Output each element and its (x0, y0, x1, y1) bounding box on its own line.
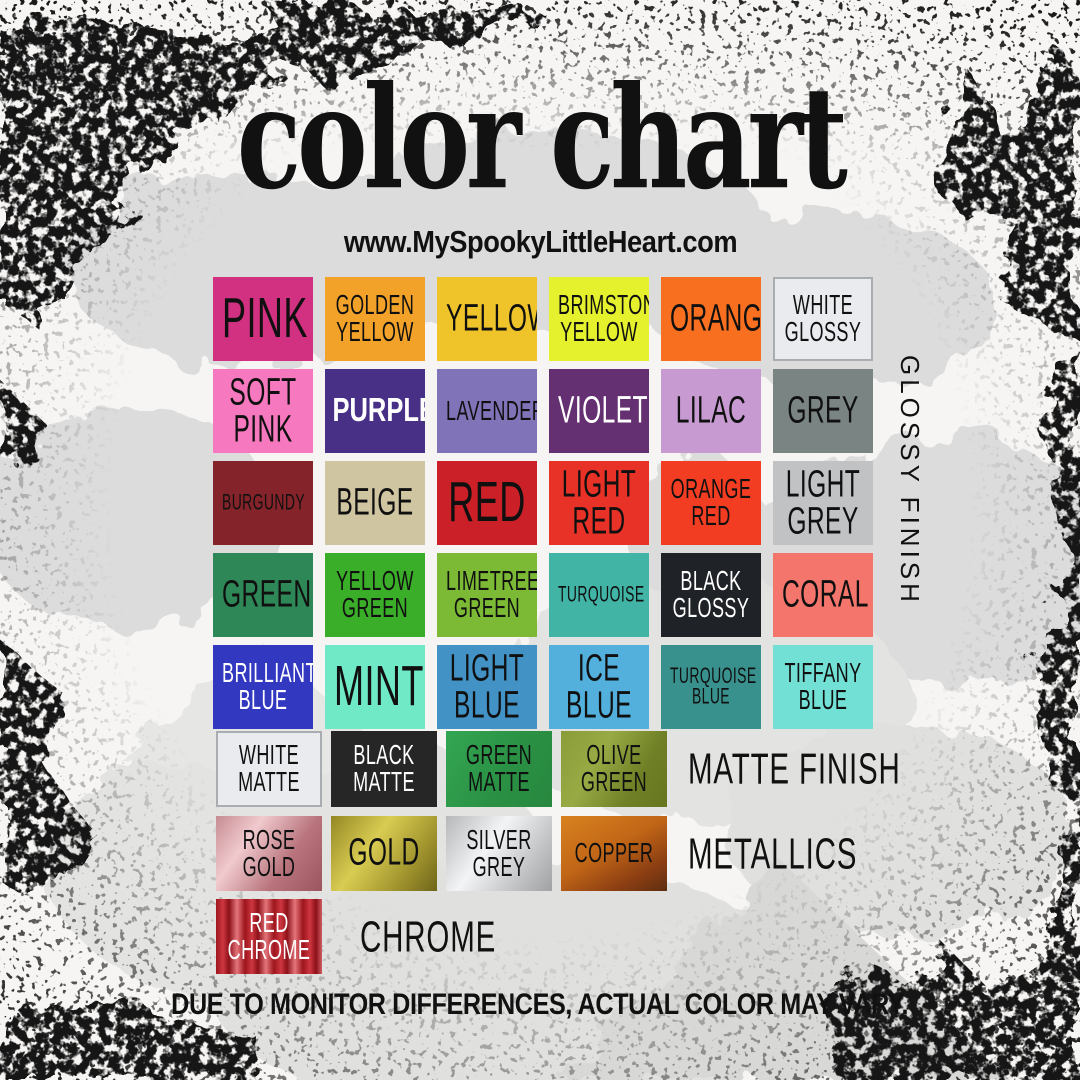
swatch-yellow-green: YELLOW GREEN (325, 553, 425, 637)
swatch-orange: ORANGE (661, 277, 761, 361)
swatch-limetree-green: LIMETREE GREEN (437, 553, 537, 637)
swatch-pink: PINK (213, 277, 313, 361)
swatch-rose-gold: ROSE GOLD (216, 816, 322, 891)
swatch-turquoise-blue: TURQUOISE BLUE (661, 645, 761, 729)
swatch-label: OLIVE GREEN (580, 738, 648, 798)
swatch-label: GOLD (348, 831, 420, 874)
swatch-label: ICE BLUE (566, 646, 632, 726)
glossy-swatch-grid: PINK GOLDEN YELLOW YELLOW BRIMSTONE YELLOW O… (213, 277, 873, 729)
swatch-label: SILVER GREY (466, 822, 532, 882)
swatch-label: LAVENDER (446, 393, 537, 426)
page-title-text: color chart (236, 55, 848, 221)
swatch-label: TURQUOISE (558, 582, 645, 607)
swatch-green-matte: GREEN MATTE (446, 731, 552, 807)
swatch-label: YELLOW GREEN (336, 564, 414, 624)
swatch-label: TIFFANY BLUE (784, 656, 862, 716)
swatch-label: BURGUNDY (222, 490, 306, 515)
swatch-white-matte: WHITE MATTE (216, 731, 322, 807)
swatch-label: LIGHT GREY (785, 462, 861, 542)
swatch-label: COPPER (574, 836, 654, 869)
swatch-black-glossy: BLACK GLOSSY (661, 553, 761, 637)
matte-swatch-grid: WHITE MATTE BLACK MATTE GREEN MATTE OLIVE G… (216, 731, 667, 807)
disclaimer-text-inner: DUE TO MONITOR DIFFERENCES, ACTUAL COLOR… (171, 988, 909, 1021)
swatch-red-chrome: RED CHROME (216, 899, 322, 974)
disclaimer-text: DUE TO MONITOR DIFFERENCES, ACTUAL COLOR… (0, 988, 1080, 1022)
swatch-grey: GREY (773, 369, 873, 453)
swatch-light-blue: LIGHT BLUE (437, 645, 537, 729)
swatch-red: RED (437, 461, 537, 545)
swatch-lavender: LAVENDER (437, 369, 537, 453)
swatch-purple: PURPLE (325, 369, 425, 453)
swatch-label: PINK (222, 287, 308, 350)
swatch-label: PURPLE (332, 392, 426, 429)
swatch-label: RED CHROME (227, 905, 311, 965)
swatch-green: GREEN (213, 553, 313, 637)
matte-finish-label-text: MATTE FINISH (688, 743, 901, 794)
swatch-silver-grey: SILVER GREY (446, 816, 552, 891)
swatch-label: LILAC (675, 388, 747, 432)
swatch-golden-yellow: GOLDEN YELLOW (325, 277, 425, 361)
swatch-orange-red: ORANGE RED (661, 461, 761, 545)
swatch-soft-pink: SOFT PINK (213, 369, 313, 453)
metallics-swatch-grid: ROSE GOLD GOLD SILVER GREY COPPER (216, 816, 667, 891)
swatch-label: BRIMSTONE YELLOW (558, 288, 649, 348)
glossy-finish-label: GLOSSY FINISH (895, 355, 925, 606)
swatch-label: LIGHT BLUE (449, 646, 525, 726)
top-speckle-texture (0, 0, 1080, 150)
swatch-label: BRILLIANT BLUE (222, 656, 313, 716)
website-url: www.MySpookyLittleHeart.com (0, 224, 1080, 260)
swatch-label: LIMETREE GREEN (446, 564, 537, 624)
swatch-label: GREEN MATTE (465, 738, 533, 798)
swatch-label: MINT (334, 655, 424, 718)
swatch-brimstone-yellow: BRIMSTONE YELLOW (549, 277, 649, 361)
swatch-yellow: YELLOW (437, 277, 537, 361)
swatch-ice-blue: ICE BLUE (549, 645, 649, 729)
page-title: color chart (0, 57, 1080, 219)
swatch-label: BLACK GLOSSY (672, 564, 750, 624)
swatch-label: GREY (787, 388, 859, 432)
swatch-lilac: LILAC (661, 369, 761, 453)
swatch-label: BEIGE (336, 480, 414, 524)
chrome-swatch-grid: RED CHROME (216, 899, 322, 974)
swatch-burgundy: BURGUNDY (213, 461, 313, 545)
swatch-label: WHITE MATTE (238, 738, 300, 798)
swatch-label: ORANGE RED (670, 472, 752, 532)
swatch-violet: VIOLET (549, 369, 649, 453)
website-url-text: www.MySpookyLittleHeart.com (343, 224, 737, 259)
swatch-label: SOFT PINK (229, 370, 297, 450)
swatch-label: GOLDEN YELLOW (335, 288, 415, 348)
swatch-label: ROSE GOLD (242, 822, 296, 882)
swatch-label: GREEN (222, 572, 312, 616)
swatch-beige: BEIGE (325, 461, 425, 545)
matte-finish-label: MATTE FINISH (688, 731, 947, 807)
swatch-label: TURQUOISE BLUE (670, 663, 757, 709)
chrome-label-text: CHROME (360, 910, 497, 961)
swatch-label: CORAL (782, 572, 869, 616)
swatch-mint: MINT (325, 645, 425, 729)
swatch-brilliant-blue: BRILLIANT BLUE (213, 645, 313, 729)
swatch-olive-green: OLIVE GREEN (561, 731, 667, 807)
metallics-label: METALLICS (688, 816, 894, 891)
swatch-tiffany-blue: TIFFANY BLUE (773, 645, 873, 729)
swatch-label: LIGHT RED (561, 462, 637, 542)
metallics-label-text: METALLICS (688, 827, 858, 878)
swatch-label: ORANGE (670, 296, 761, 340)
swatch-label: YELLOW (446, 296, 537, 340)
swatch-white-glossy: WHITE GLOSSY (773, 277, 873, 361)
swatch-light-red: LIGHT RED (549, 461, 649, 545)
swatch-copper: COPPER (561, 816, 667, 891)
swatch-coral: CORAL (773, 553, 873, 637)
swatch-black-matte: BLACK MATTE (331, 731, 437, 807)
swatch-turquoise: TURQUOISE (549, 553, 649, 637)
chrome-label: CHROME (360, 899, 526, 974)
swatch-label: WHITE GLOSSY (784, 288, 862, 348)
swatch-label: BLACK MATTE (353, 738, 415, 798)
swatch-light-grey: LIGHT GREY (773, 461, 873, 545)
swatch-label: VIOLET (558, 388, 648, 432)
swatch-gold: GOLD (331, 816, 437, 891)
swatch-label: RED (448, 471, 526, 534)
